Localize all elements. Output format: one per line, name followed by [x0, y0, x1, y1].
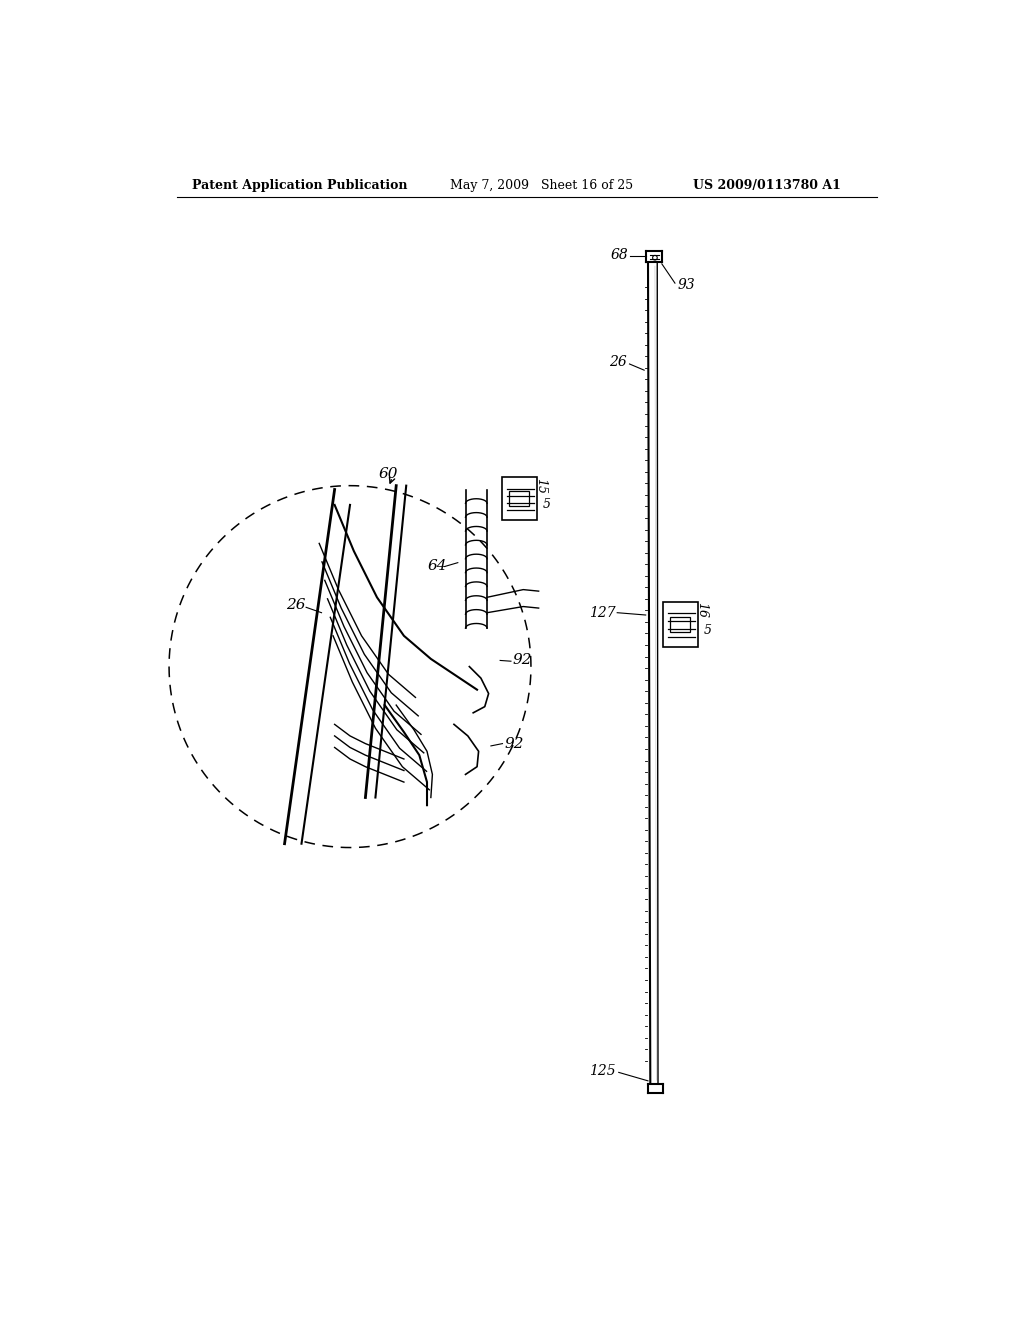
Bar — [509, 491, 529, 506]
Text: Patent Application Publication: Patent Application Publication — [193, 178, 408, 191]
Bar — [503, 478, 538, 520]
Text: 26: 26 — [287, 598, 306, 612]
Bar — [664, 602, 698, 647]
Text: 64: 64 — [427, 560, 446, 573]
Text: 68: 68 — [611, 248, 629, 261]
Text: 125: 125 — [589, 1064, 615, 1078]
Text: 127: 127 — [589, 606, 615, 619]
Text: 15: 15 — [534, 478, 547, 494]
Text: 92: 92 — [504, 737, 523, 751]
Text: US 2009/0113780 A1: US 2009/0113780 A1 — [692, 178, 841, 191]
Text: 92: 92 — [512, 653, 532, 668]
Text: 60: 60 — [379, 467, 398, 480]
Text: 16: 16 — [694, 602, 708, 618]
Text: May 7, 2009   Sheet 16 of 25: May 7, 2009 Sheet 16 of 25 — [451, 178, 633, 191]
Text: 93: 93 — [677, 279, 695, 293]
Bar — [670, 616, 690, 632]
Text: 5: 5 — [703, 624, 712, 638]
Text: 5: 5 — [543, 498, 550, 511]
Text: 26: 26 — [609, 355, 628, 370]
